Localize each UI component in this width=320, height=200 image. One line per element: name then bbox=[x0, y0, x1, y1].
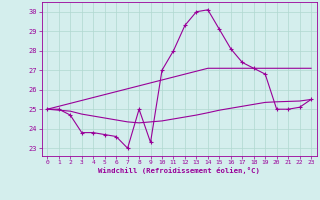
X-axis label: Windchill (Refroidissement éolien,°C): Windchill (Refroidissement éolien,°C) bbox=[98, 167, 260, 174]
